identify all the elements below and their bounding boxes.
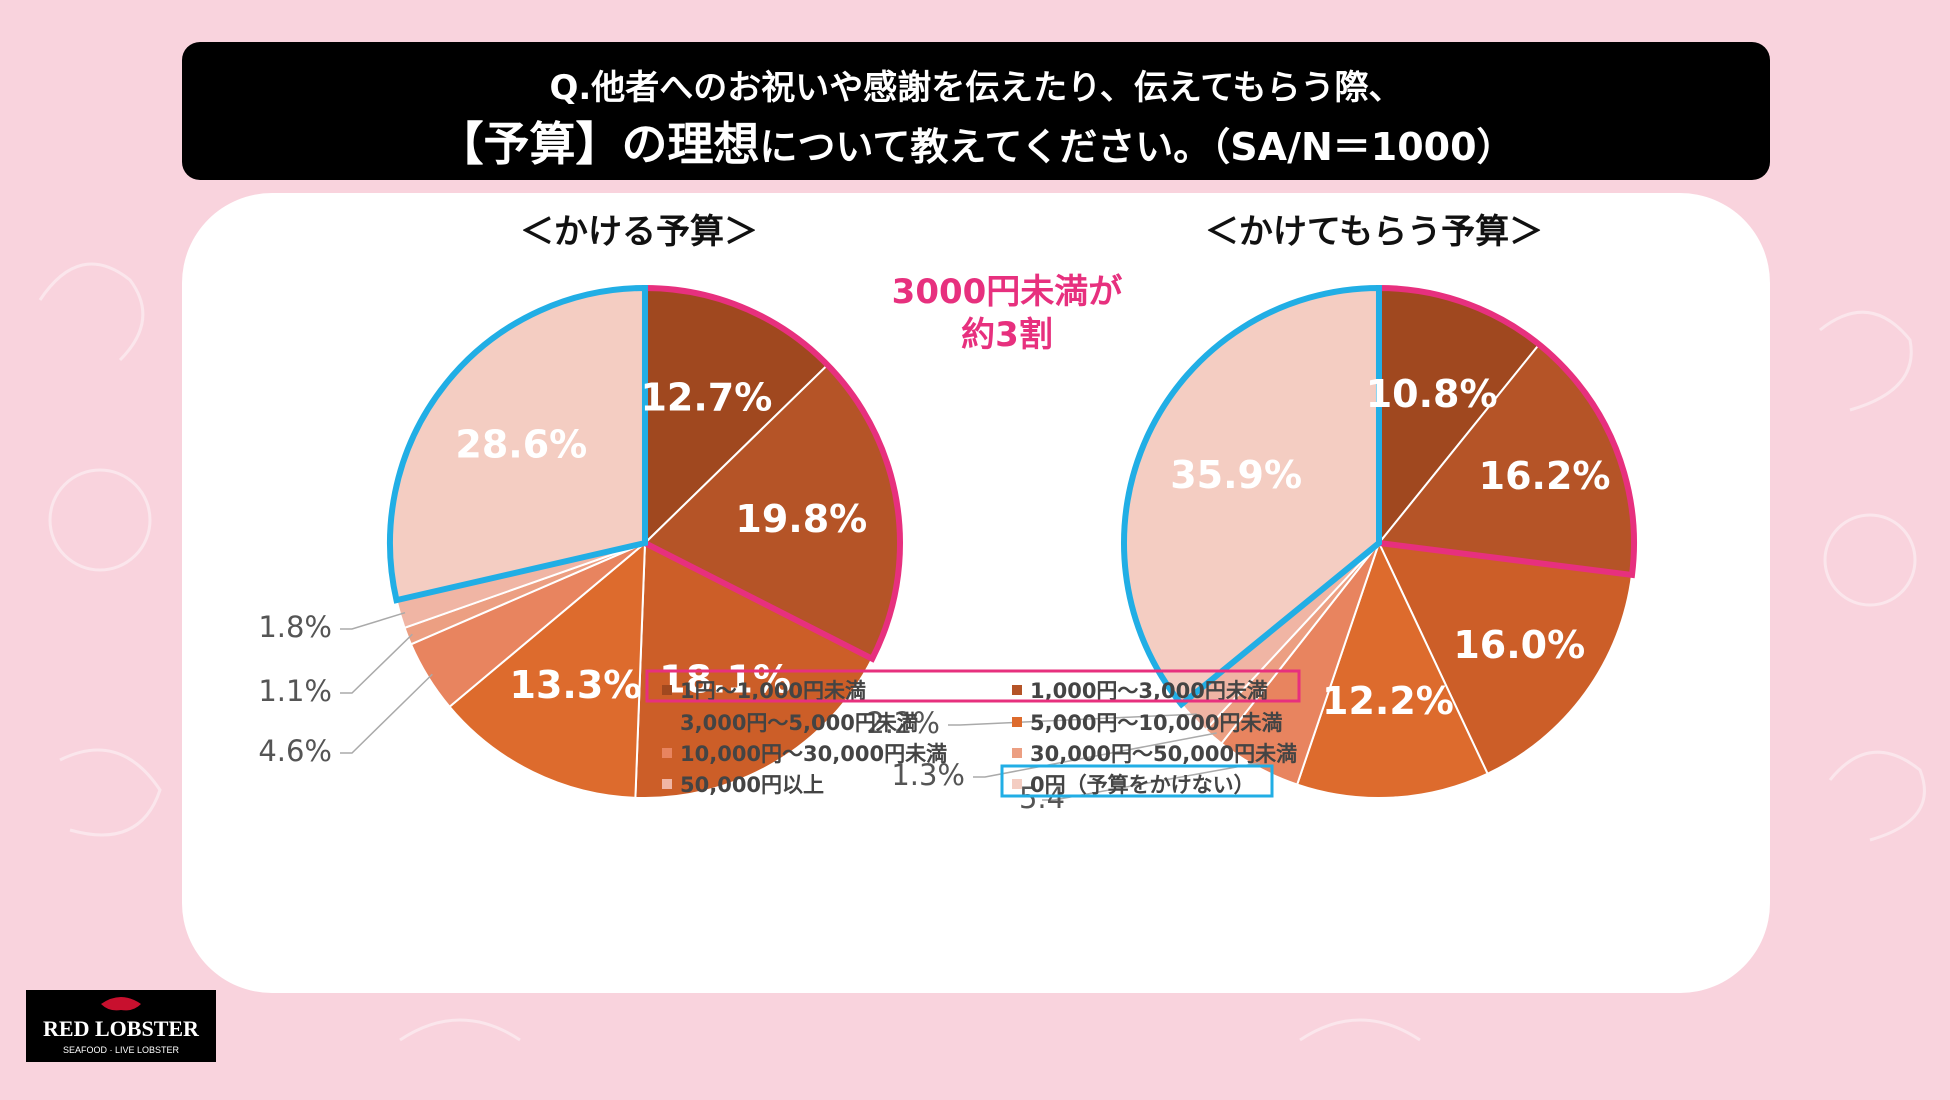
pie-1-label-4: 13.3% bbox=[510, 663, 642, 707]
legend-label-4: 5,000円～10,000円未満 bbox=[1030, 711, 1282, 735]
pie-1-label-5: 4.6% bbox=[258, 734, 332, 768]
pie-2-label-6: 1.3% bbox=[891, 758, 965, 792]
pie-2-label-2: 16.2% bbox=[1479, 454, 1611, 498]
pie-2-leader-7 bbox=[948, 713, 1197, 726]
legend: 1円～1,000円未満 1,000円～3,000円未満 3,000円～5,000円未… bbox=[645, 669, 1301, 798]
question-line-1: Q.他者へのお祝いや感謝を伝えたり、伝えてもらう際、 bbox=[549, 68, 1403, 108]
pie-1-leader-5 bbox=[340, 673, 433, 754]
legend-swatch-6 bbox=[1012, 748, 1022, 758]
legend-label-2: 1,000円～3,000円未満 bbox=[1030, 679, 1268, 703]
pie-1-label-6: 1.1% bbox=[258, 674, 332, 708]
chart-panel: ＜かける予算＞ ＜かけてもらう予算＞ 3000円未満が 約3割 12.7% 19.… bbox=[182, 193, 1770, 993]
pie-2-label-1: 10.8% bbox=[1366, 372, 1498, 416]
legend-label-7: 50,000円以上 bbox=[680, 773, 824, 797]
legend-swatch-3 bbox=[662, 717, 672, 727]
pie-1-highlight-under-3000 bbox=[642, 284, 903, 663]
pie-layer: 12.7% 19.8% 18.1% 13.3% 4.6% 1.1% 1.8% 28.6% 10.… bbox=[258, 284, 1637, 815]
question-rest: について教えてください。（SA/N＝1000） bbox=[759, 125, 1515, 169]
legend-swatch-7 bbox=[662, 779, 672, 789]
legend-label-3: 3,000円～5,000円未満 bbox=[680, 711, 918, 735]
red-lobster-logo: RED LOBSTER SEAFOOD · LIVE LOBSTER bbox=[26, 990, 216, 1062]
legend-highlight-box-blue bbox=[1000, 764, 1274, 798]
pie-2-label-4: 12.2% bbox=[1322, 679, 1454, 723]
pie-2-label-5: 5.4 bbox=[1019, 781, 1065, 815]
legend-swatch-1 bbox=[662, 685, 672, 695]
pie-1-label-7: 1.8% bbox=[258, 610, 332, 644]
question-header: Q.他者へのお祝いや感謝を伝えたり、伝えてもらう際、 【予算】の理想について教え… bbox=[182, 42, 1770, 180]
question-line-2: 【予算】の理想について教えてください。（SA/N＝1000） bbox=[182, 108, 1770, 174]
pie-1-label-8: 28.6% bbox=[455, 423, 587, 467]
pie-1-label-1: 12.7% bbox=[640, 375, 772, 419]
legend-swatch-5 bbox=[662, 748, 672, 758]
pie-2-slice-3 bbox=[1377, 541, 1634, 776]
legend-swatch-8 bbox=[1012, 779, 1022, 789]
pie-2-label-8: 35.9% bbox=[1170, 453, 1302, 497]
pie-2-highlight-zero-yen bbox=[1121, 284, 1383, 709]
legend-swatch-2 bbox=[1012, 685, 1022, 695]
pie-charts: ＜かける予算＞ ＜かけてもらう予算＞ 3000円未満が 約3割 12.7% 19.… bbox=[258, 212, 1637, 815]
legend-highlight-box-pink bbox=[645, 669, 1301, 703]
legend-label-5: 10,000円～30,000円未満 bbox=[680, 742, 947, 766]
legend-label-1: 1円～1,000円未満 bbox=[680, 679, 866, 703]
pie-2-leader-6 bbox=[973, 732, 1217, 778]
pie-1-slice-4 bbox=[448, 540, 647, 799]
svg-text:SEAFOOD · LIVE LOBSTER: SEAFOOD · LIVE LOBSTER bbox=[63, 1045, 180, 1055]
pie-2-leader-5 bbox=[1042, 762, 1261, 801]
pie-2-slice-4 bbox=[1295, 540, 1489, 799]
pie-1-highlight-zero-yen bbox=[387, 284, 649, 604]
question-emphasis: 【予算】の理想 bbox=[437, 117, 760, 171]
pie-1-leader-7 bbox=[340, 612, 406, 630]
legend-label-6: 30,000円～50,000円未満 bbox=[1030, 742, 1297, 766]
pie-2-title: ＜かけてもらう予算＞ bbox=[1205, 212, 1543, 252]
pie-1-title: ＜かける予算＞ bbox=[520, 212, 758, 252]
legend-label-8: 0円（予算をかけない） bbox=[1030, 773, 1255, 797]
pie-2-highlight-under-3000 bbox=[1376, 284, 1637, 579]
svg-text:RED LOBSTER: RED LOBSTER bbox=[43, 1016, 200, 1041]
pie-1-label-3: 18.1% bbox=[659, 657, 791, 701]
callout-line-1: 3000円未満が bbox=[892, 272, 1123, 312]
pie-1-label-2: 19.8% bbox=[735, 497, 867, 541]
legend-swatch-4 bbox=[1012, 717, 1022, 727]
pie-2-label-3: 16.0% bbox=[1453, 623, 1585, 667]
pie-2-label-7: 2.2% bbox=[866, 706, 940, 740]
callout-line-2: 約3割 bbox=[961, 315, 1053, 355]
pie-1-leader-6 bbox=[340, 633, 413, 694]
